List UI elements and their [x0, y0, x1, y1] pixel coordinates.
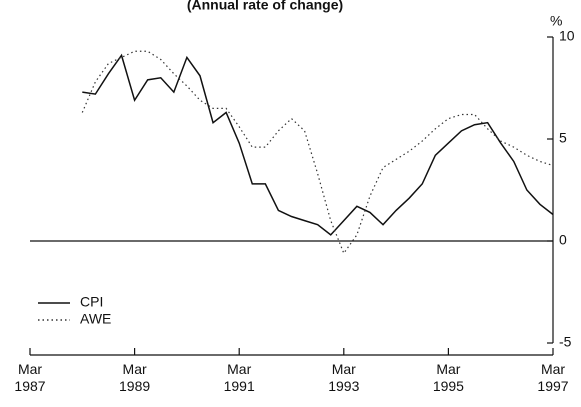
- y-tick-label: 10: [559, 28, 575, 44]
- x-tick-label: Mar 1995: [433, 361, 464, 394]
- legend-label: CPI: [80, 294, 103, 310]
- chart-title: (Annual rate of change): [187, 0, 343, 13]
- series-line: [81, 50, 554, 255]
- y-unit: %: [550, 13, 562, 29]
- y-tick-label: 5: [559, 130, 567, 146]
- x-tick-label: Mar 1987: [14, 361, 45, 394]
- x-tick-label: Mar 1989: [119, 361, 150, 394]
- y-tick-label: 0: [559, 232, 567, 248]
- series-line: [82, 53, 554, 236]
- x-tick-label: Mar 1991: [224, 361, 255, 394]
- y-tick-label: -5: [559, 334, 572, 350]
- x-tick-label: Mar 1993: [328, 361, 359, 394]
- x-tick-label: Mar 1997: [537, 361, 568, 394]
- legend-label: AWE: [80, 311, 111, 327]
